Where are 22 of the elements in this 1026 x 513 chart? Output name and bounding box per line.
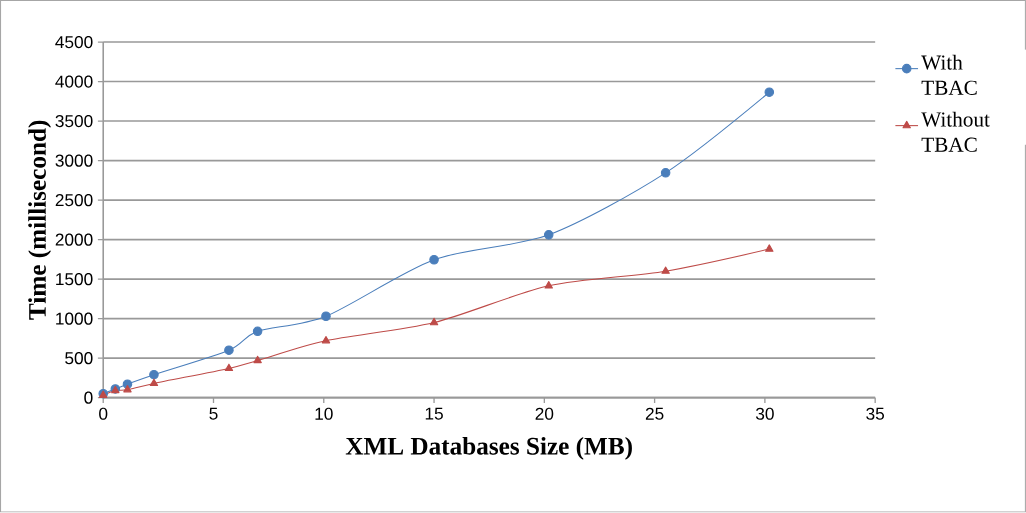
legend-label: With TBAC <box>921 54 977 96</box>
y-tick-label: 1000 <box>56 312 93 325</box>
x-tick-label: 25 <box>645 407 664 421</box>
x-axis-title: XML Databases Size (MB) <box>345 437 632 460</box>
x-tick-label: 15 <box>425 407 443 420</box>
x-tick-label: 35 <box>866 407 885 421</box>
y-tick-label: 4500 <box>55 36 93 49</box>
x-tick-label: 30 <box>755 407 774 421</box>
y-tick-label: 4000 <box>55 75 93 88</box>
y-axis-title: Time (millisecond) <box>28 120 52 320</box>
y-tick-label: 3000 <box>55 154 93 167</box>
y-tick-label: 3500 <box>55 115 93 128</box>
y-tick-label: 2000 <box>55 233 93 246</box>
y-tick-label: 1500 <box>56 273 93 286</box>
y-tick-label: 2500 <box>55 194 93 207</box>
y-tick-label: 500 <box>65 352 93 365</box>
x-tick-label: 0 <box>99 407 108 421</box>
legend-label: Without TBAC <box>921 111 990 153</box>
y-tick-label: 0 <box>84 391 93 404</box>
x-tick-label: 5 <box>209 407 218 420</box>
x-tick-label: 20 <box>535 407 554 421</box>
x-tick-label: 10 <box>315 407 333 421</box>
